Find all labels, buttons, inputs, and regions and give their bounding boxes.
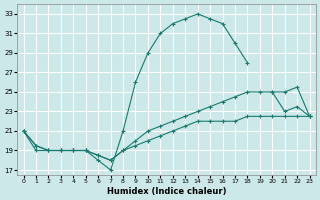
- X-axis label: Humidex (Indice chaleur): Humidex (Indice chaleur): [107, 187, 226, 196]
